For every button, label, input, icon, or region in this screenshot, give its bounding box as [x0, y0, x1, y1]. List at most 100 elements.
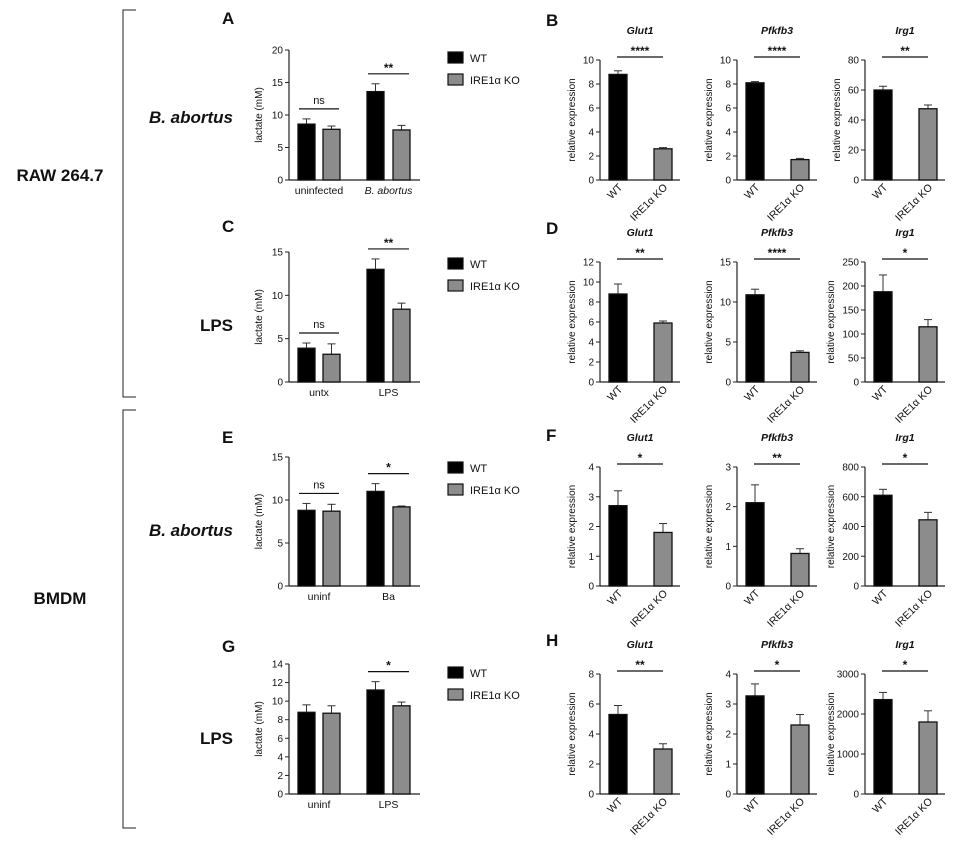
- x-tick-label: WT: [742, 587, 762, 607]
- y-tick-label: 15: [272, 248, 284, 259]
- bar-ko: [322, 128, 341, 181]
- y-axis-label: lactate (mM): [254, 701, 265, 757]
- y-tick-label: 10: [272, 291, 284, 302]
- y-tick-label: 10: [720, 56, 732, 67]
- x-tick-label: IRE1α KO: [765, 384, 807, 426]
- y-tick-label: 8: [588, 670, 594, 681]
- significance-label: ns: [313, 319, 325, 331]
- y-tick-label: 0: [277, 790, 283, 801]
- bar-ko: [392, 308, 411, 383]
- bar-wt: [873, 291, 893, 383]
- x-tick-label: uninfected: [295, 185, 344, 197]
- row-label: LPS: [200, 316, 233, 335]
- x-tick-label: WT: [870, 181, 890, 201]
- legend-swatch: [447, 73, 464, 86]
- bar-wt: [745, 695, 765, 795]
- bar-wt: [608, 505, 628, 587]
- y-tick-label: 5: [277, 539, 283, 550]
- y-tick-label: 14: [272, 660, 284, 671]
- bar-wt: [366, 689, 385, 795]
- y-tick-label: 2: [725, 730, 731, 741]
- y-tick-label: 200: [842, 552, 859, 563]
- bar-wt: [366, 268, 385, 383]
- significance-label: *: [386, 659, 391, 673]
- x-tick-label: WT: [742, 795, 762, 815]
- bar-wt: [608, 713, 628, 795]
- y-axis-label: lactate (mM): [254, 87, 265, 143]
- legend-label: WT: [470, 259, 487, 271]
- chart-panel-b-irg1: 0 20 40 60 80 relative expression WT IRE1α KO **…: [832, 25, 945, 224]
- chart-panel-d-glut1: 0 2 4 6 8 10 12 relative expression WT IRE1α KO **…: [567, 227, 680, 426]
- y-tick-label: 12: [272, 678, 284, 689]
- legend-label: WT: [470, 53, 487, 65]
- chart-panel-c: 0 5 10 15 lactate (mM) untx ns LPS ** WT IRE1α KO: [254, 236, 520, 399]
- x-tick-label: IRE1α KO: [765, 796, 807, 838]
- cell-line-label: BMDM: [34, 589, 87, 608]
- y-tick-label: 0: [853, 790, 859, 801]
- chart-title: Glut1: [627, 432, 654, 444]
- y-axis-label: relative expression: [826, 692, 837, 775]
- significance-label: **: [384, 236, 394, 250]
- chart-panel-a: 0 5 10 15 20 lactate (mM) uninfected ns B. abort…: [254, 46, 520, 198]
- y-tick-label: 0: [853, 378, 859, 389]
- y-tick-label: 0: [277, 582, 283, 593]
- bar-ko: [392, 506, 411, 587]
- y-tick-label: 5: [277, 143, 283, 154]
- x-tick-label: IRE1α KO: [628, 384, 670, 426]
- chart-title: Irg1: [895, 227, 914, 239]
- y-axis-label: relative expression: [826, 485, 837, 568]
- x-tick-label: IRE1α KO: [628, 796, 670, 838]
- bar-ko: [322, 353, 341, 383]
- significance-label: *: [903, 658, 908, 672]
- y-tick-label: 0: [853, 176, 859, 187]
- y-tick-label: 4: [277, 752, 283, 763]
- y-tick-label: 4: [588, 338, 594, 349]
- chart-panel-b-pfkfb3: 0 2 4 6 8 10 relative expression WT IRE1α KO ****…: [704, 25, 817, 224]
- y-tick-label: 100: [842, 330, 859, 341]
- y-tick-label: 15: [720, 258, 732, 269]
- legend-label: IRE1α KO: [470, 690, 520, 702]
- legend-label: IRE1α KO: [470, 75, 520, 87]
- panel-letter: B: [546, 11, 558, 30]
- bar-wt: [745, 82, 765, 181]
- chart-panel-f-irg1: 0 200 400 600 800 relative expression WT IRE1α …: [826, 432, 945, 630]
- bracket-bmdm: [122, 409, 136, 829]
- bar-ko: [790, 724, 810, 795]
- y-tick-label: 2: [725, 152, 731, 163]
- bar-wt: [366, 490, 385, 587]
- bar-ko: [918, 326, 938, 383]
- y-tick-label: 10: [583, 56, 595, 67]
- bar-wt: [366, 90, 385, 181]
- x-tick-label: IRE1α KO: [765, 182, 807, 224]
- y-tick-label: 4: [725, 128, 731, 139]
- y-axis-label: relative expression: [704, 78, 715, 161]
- significance-label: **: [384, 61, 394, 75]
- chart-title: Irg1: [895, 432, 914, 444]
- y-tick-label: 4: [588, 128, 594, 139]
- y-tick-label: 6: [725, 104, 731, 115]
- x-tick-label: IRE1α KO: [893, 182, 935, 224]
- panel-letter: E: [222, 428, 233, 447]
- x-tick-label: WT: [742, 383, 762, 403]
- y-tick-label: 3: [588, 492, 594, 503]
- chart-panel-f-glut1: 0 1 2 3 4 relative expression WT IRE1α KO * Glut1: [567, 432, 680, 630]
- chart-panel-h-glut1: 0 2 4 6 8 relative expression WT IRE1α KO ** Glut…: [567, 639, 680, 838]
- bar-ko: [322, 510, 341, 587]
- significance-label: *: [386, 461, 391, 475]
- y-tick-label: 10: [272, 496, 284, 507]
- y-tick-label: 20: [848, 146, 860, 157]
- significance-label: *: [903, 451, 908, 465]
- legend-swatch: [447, 279, 464, 292]
- y-tick-label: 0: [725, 176, 731, 187]
- chart-panel-e: 0 5 10 15 lactate (mM) uninf ns Ba * WT IRE1α KO: [254, 453, 520, 604]
- y-tick-label: 2: [588, 522, 594, 533]
- bar-wt: [608, 73, 628, 181]
- y-tick-label: 10: [272, 111, 284, 122]
- significance-label: ns: [313, 479, 325, 491]
- y-tick-label: 20: [272, 46, 284, 57]
- x-tick-label: B. abortus: [365, 185, 414, 197]
- x-tick-label: LPS: [379, 387, 399, 399]
- x-tick-label: WT: [870, 795, 890, 815]
- bar-ko: [918, 108, 938, 181]
